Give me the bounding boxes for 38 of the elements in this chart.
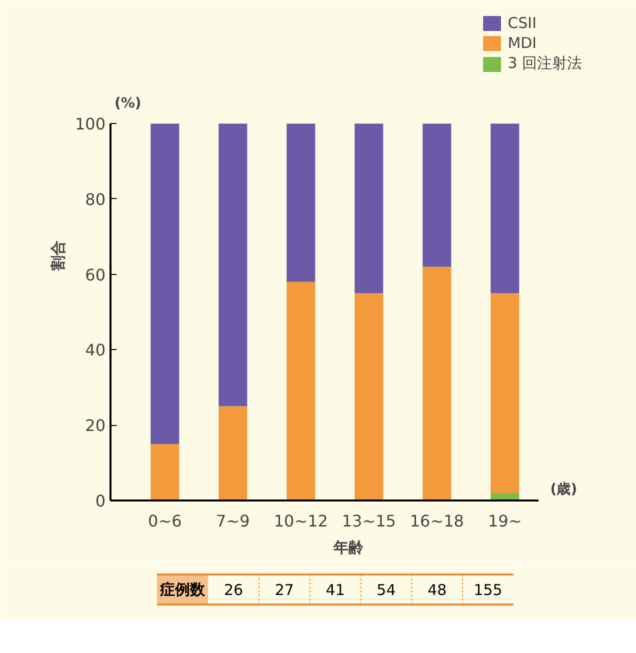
y-tick-label: 0 [95, 492, 106, 510]
text: 26 [224, 581, 244, 599]
text: 155 [474, 581, 502, 599]
bar [354, 293, 384, 500]
text: 54 [376, 581, 396, 599]
legend-label: MDI [508, 34, 537, 52]
y-tick-label: 60 [85, 265, 106, 284]
bar [150, 444, 180, 500]
text: 27 [274, 581, 294, 599]
bar [218, 406, 248, 500]
x-axis-title: 年齢 [332, 538, 364, 556]
y-tick-label: 80 [85, 190, 106, 209]
annotation: (歳) [550, 482, 578, 498]
text: 48 [428, 581, 447, 599]
bar [490, 293, 520, 493]
x-tick-label: 16~18 [410, 512, 464, 530]
x-tick-label: 19~ [488, 512, 522, 530]
bar [286, 124, 316, 282]
y-tick-label: 20 [85, 416, 106, 436]
bar [218, 124, 248, 406]
y-tick-label: 40 [85, 340, 106, 360]
bar [354, 124, 384, 294]
text: (%) [114, 96, 142, 112]
bar [422, 266, 452, 500]
text: 41 [326, 581, 345, 599]
y-tick-label: 100 [74, 114, 106, 134]
legend-label: CSII [508, 14, 537, 32]
legend-label: 3 回注射法 [508, 54, 582, 73]
bar [286, 282, 316, 500]
x-tick-label: 10~12 [274, 512, 328, 530]
y-axis-title: 割合 [48, 240, 67, 272]
bar [422, 124, 452, 267]
bar [150, 124, 180, 444]
x-tick-label: 13~15 [342, 512, 396, 530]
x-tick-label: 0~6 [148, 512, 182, 530]
text: 症例数 [159, 580, 206, 598]
bar [490, 124, 520, 294]
x-tick-label: 7~9 [216, 512, 250, 530]
